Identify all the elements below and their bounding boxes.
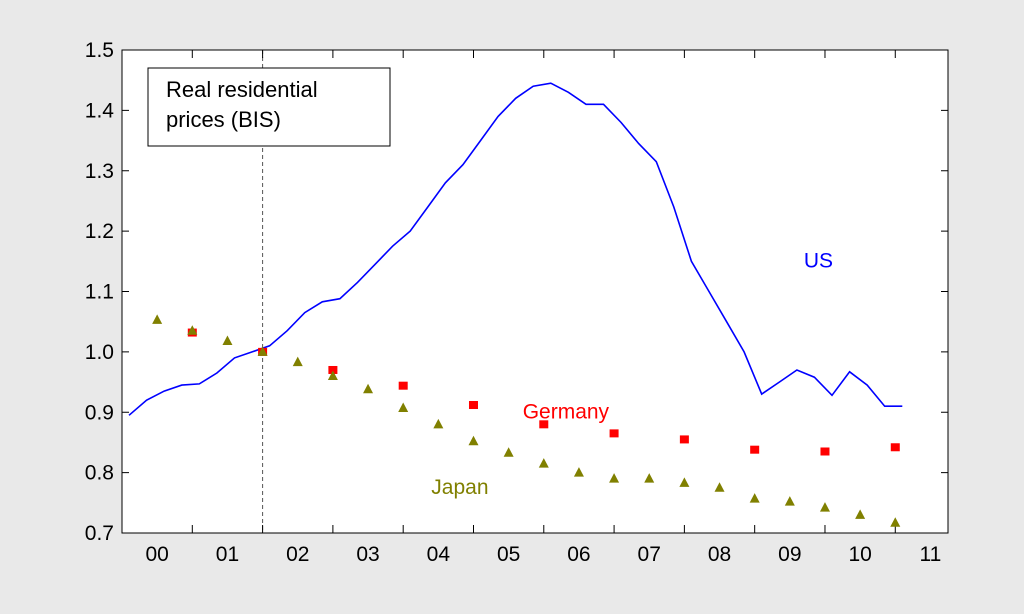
data-point-japan	[855, 509, 866, 519]
x-axis: 00 01 02 03 04 05 06 07 08 09 10 11	[121, 50, 942, 566]
data-point-germany	[398, 381, 408, 390]
data-point-germany	[679, 435, 689, 444]
series-label-japan: Japan	[431, 476, 488, 499]
series-label-us: US	[804, 249, 833, 272]
data-point-japan	[327, 370, 338, 381]
y-tick-label: 0.7	[85, 522, 114, 545]
data-point-japan	[784, 496, 795, 506]
legend-title-line-2: prices (BIS)	[166, 107, 281, 132]
data-point-germany	[328, 365, 338, 374]
data-point-japan	[890, 517, 901, 527]
x-tick-label: 01	[216, 543, 239, 566]
legend-box: Real residential prices (BIS)	[147, 67, 391, 147]
data-point-japan	[363, 383, 374, 394]
y-axis: 0.7 0.8 0.9 1.0 1.1 1.2 1.3 1.4 1.5	[85, 39, 948, 545]
data-point-germany	[820, 447, 830, 456]
data-point-japan	[257, 346, 268, 356]
x-tick-label: 07	[638, 543, 661, 566]
data-point-japan	[222, 335, 233, 346]
y-tick-label: 1.4	[85, 99, 115, 122]
y-tick-label: 1.5	[85, 39, 114, 62]
x-tick-label: 04	[427, 543, 451, 566]
series-labels: US Germany Japan	[431, 249, 833, 498]
y-tick-label: 0.9	[85, 401, 114, 424]
data-point-germany	[468, 401, 478, 410]
data-point-japan	[468, 435, 479, 446]
data-point-germany	[609, 429, 619, 438]
y-tick-label: 1.0	[85, 341, 114, 364]
x-tick-label: 03	[356, 543, 379, 566]
x-tick-label: 00	[145, 543, 168, 566]
x-tick-label: 05	[497, 543, 520, 566]
y-tick-label: 1.2	[85, 220, 114, 243]
data-point-japan	[573, 467, 584, 477]
x-tick-label: 10	[848, 543, 871, 566]
data-point-japan	[679, 477, 690, 487]
data-point-germany	[750, 445, 760, 454]
data-point-japan	[503, 447, 514, 457]
series-line-us	[128, 82, 903, 416]
data-point-japan	[819, 502, 830, 512]
series-us	[128, 82, 903, 416]
x-tick-label: 11	[920, 543, 942, 566]
data-point-japan	[609, 473, 620, 483]
data-point-japan	[714, 482, 725, 492]
x-tick-label: 02	[286, 543, 309, 566]
data-point-germany	[890, 443, 900, 452]
data-point-germany	[539, 420, 549, 429]
x-tick-label: 08	[708, 543, 731, 566]
data-point-japan	[433, 418, 444, 429]
data-point-japan	[187, 325, 198, 335]
data-point-japan	[292, 356, 303, 367]
data-point-japan	[398, 402, 409, 413]
data-point-japan	[749, 493, 760, 503]
series-layer	[128, 82, 903, 527]
x-tick-label: 09	[778, 543, 801, 566]
y-tick-label: 1.1	[85, 281, 114, 304]
y-tick-label: 1.3	[85, 160, 114, 183]
series-label-germany: Germany	[523, 400, 610, 423]
data-point-japan	[644, 473, 655, 483]
legend-title-line-1: Real residential	[166, 77, 318, 102]
legend-frame	[147, 67, 391, 147]
y-tick-label: 0.8	[85, 462, 114, 485]
x-tick-label: 06	[567, 543, 590, 566]
data-point-japan	[538, 458, 549, 468]
series-japan	[152, 314, 901, 527]
data-point-japan	[152, 314, 163, 324]
